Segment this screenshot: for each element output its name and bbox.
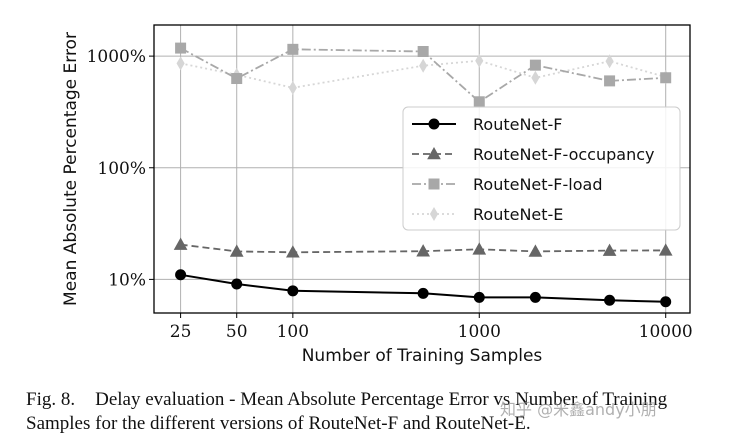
legend: RouteNet-F RouteNet-F-occupancy RouteNet-F… bbox=[402, 106, 681, 231]
legend-item: RouteNet-F-load bbox=[412, 175, 602, 194]
data-point bbox=[605, 54, 614, 69]
y-tick-label: 1000% bbox=[87, 47, 146, 67]
data-point bbox=[529, 59, 541, 71]
caption-label: Fig. 8. bbox=[26, 389, 76, 410]
series-layer bbox=[173, 42, 673, 308]
legend-marker bbox=[429, 207, 439, 221]
series-routenet-f-occupancy bbox=[173, 237, 673, 258]
watermark: 知乎 @米鑫andy小朋 bbox=[500, 400, 657, 419]
legend-label: RouteNet-F bbox=[473, 115, 563, 134]
data-point bbox=[658, 243, 673, 256]
series-routenet-f-load bbox=[175, 42, 672, 108]
series-line bbox=[180, 273, 666, 303]
legend-box bbox=[402, 106, 681, 231]
data-point bbox=[175, 269, 187, 281]
y-tick-label: 10% bbox=[108, 270, 146, 290]
series-line bbox=[180, 59, 666, 89]
ticks: 25 50 100 1000 10000 10% 100% 1000% bbox=[87, 47, 693, 342]
legend-marker bbox=[428, 178, 440, 190]
figure-caption: Fig. 8. Delay evaluation - Mean Absolute … bbox=[26, 388, 726, 436]
data-point bbox=[287, 285, 299, 297]
x-tick-label: 50 bbox=[226, 322, 248, 342]
data-point bbox=[417, 45, 429, 57]
data-point bbox=[229, 244, 244, 257]
y-axis-title: Mean Absolute Percentage Error bbox=[61, 32, 81, 306]
data-point bbox=[660, 72, 672, 84]
data-point bbox=[288, 80, 297, 95]
data-point bbox=[602, 243, 617, 256]
legend-label: RouteNet-F-occupancy bbox=[473, 145, 654, 164]
data-point bbox=[604, 294, 616, 306]
data-point bbox=[287, 43, 299, 55]
data-point bbox=[472, 242, 487, 255]
y-tick-label: 100% bbox=[97, 159, 146, 179]
data-point bbox=[231, 278, 243, 290]
legend-marker bbox=[427, 146, 441, 160]
data-point bbox=[528, 244, 543, 257]
x-tick-label: 25 bbox=[170, 322, 192, 342]
legend-label: RouteNet-E bbox=[473, 205, 563, 224]
data-point bbox=[175, 42, 187, 54]
data-point bbox=[604, 75, 616, 87]
x-tick-label: 1000 bbox=[458, 322, 501, 342]
legend-item: RouteNet-F-occupancy bbox=[412, 145, 654, 164]
legend-label: RouteNet-F-load bbox=[473, 175, 602, 194]
data-point bbox=[285, 245, 300, 258]
data-point bbox=[531, 70, 540, 85]
legend-item: RouteNet-F bbox=[412, 115, 563, 134]
data-point bbox=[473, 291, 485, 303]
x-tick-label: 10000 bbox=[639, 322, 693, 342]
data-point bbox=[473, 96, 485, 108]
data-point bbox=[231, 73, 243, 85]
data-point bbox=[419, 58, 428, 73]
series-line bbox=[180, 47, 666, 103]
data-point bbox=[416, 244, 430, 257]
series-routenet-e bbox=[176, 53, 670, 95]
data-point bbox=[417, 287, 429, 299]
plot-frame bbox=[153, 24, 691, 314]
data-point bbox=[176, 56, 185, 71]
data-point bbox=[529, 291, 541, 303]
x-tick-label: 100 bbox=[277, 322, 309, 342]
data-point bbox=[173, 237, 188, 250]
caption-text: Delay evaluation - Mean Absolute Percent… bbox=[26, 389, 668, 434]
x-axis-title: Number of Training Samples bbox=[302, 346, 543, 366]
legend-marker bbox=[428, 118, 440, 130]
data-point bbox=[660, 296, 672, 308]
series-routenet-f bbox=[175, 269, 672, 308]
data-point bbox=[475, 53, 484, 68]
legend-item: RouteNet-E bbox=[412, 205, 563, 224]
